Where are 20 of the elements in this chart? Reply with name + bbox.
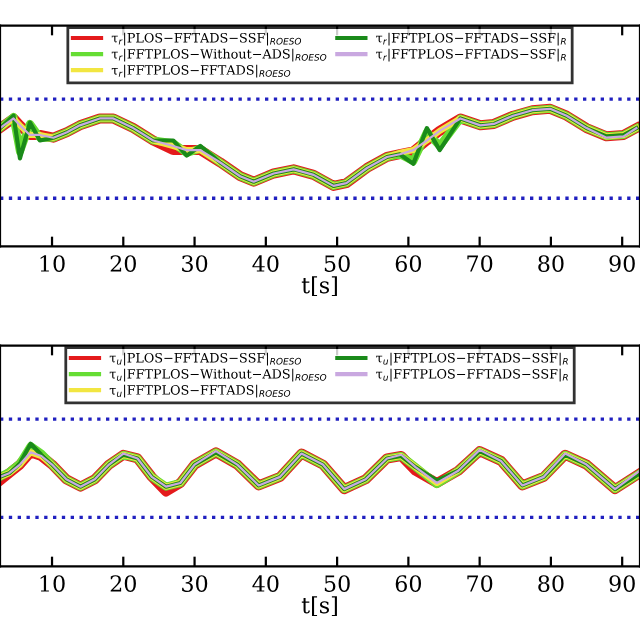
x-axis-title: t[s] [301,276,337,297]
x-tick-label: 50 [324,575,350,592]
x-tick-label: 20 [110,575,136,592]
x-tick-label: 30 [182,575,208,592]
x-tick-label: 40 [252,255,279,272]
x-tick-label: 80 [538,575,564,592]
x-tick-label: 70 [467,575,493,592]
x-tick-label: 50 [324,255,350,272]
x-tick-label: 60 [395,255,422,272]
x-tick-label: 10 [40,575,65,592]
x-tick-label: 60 [395,575,422,592]
x-tick-label: 70 [467,255,493,272]
x-tick-label: 40 [252,575,279,592]
x-tick-label: 20 [110,255,136,272]
x-tick-label: 10 [40,255,65,272]
x-tick-label: 90 [609,575,635,592]
x-axis-title: t[s] [301,596,337,617]
x-tick-label: 80 [538,255,564,272]
x-tick-label: 90 [609,255,635,272]
x-tick-label: 30 [182,255,208,272]
